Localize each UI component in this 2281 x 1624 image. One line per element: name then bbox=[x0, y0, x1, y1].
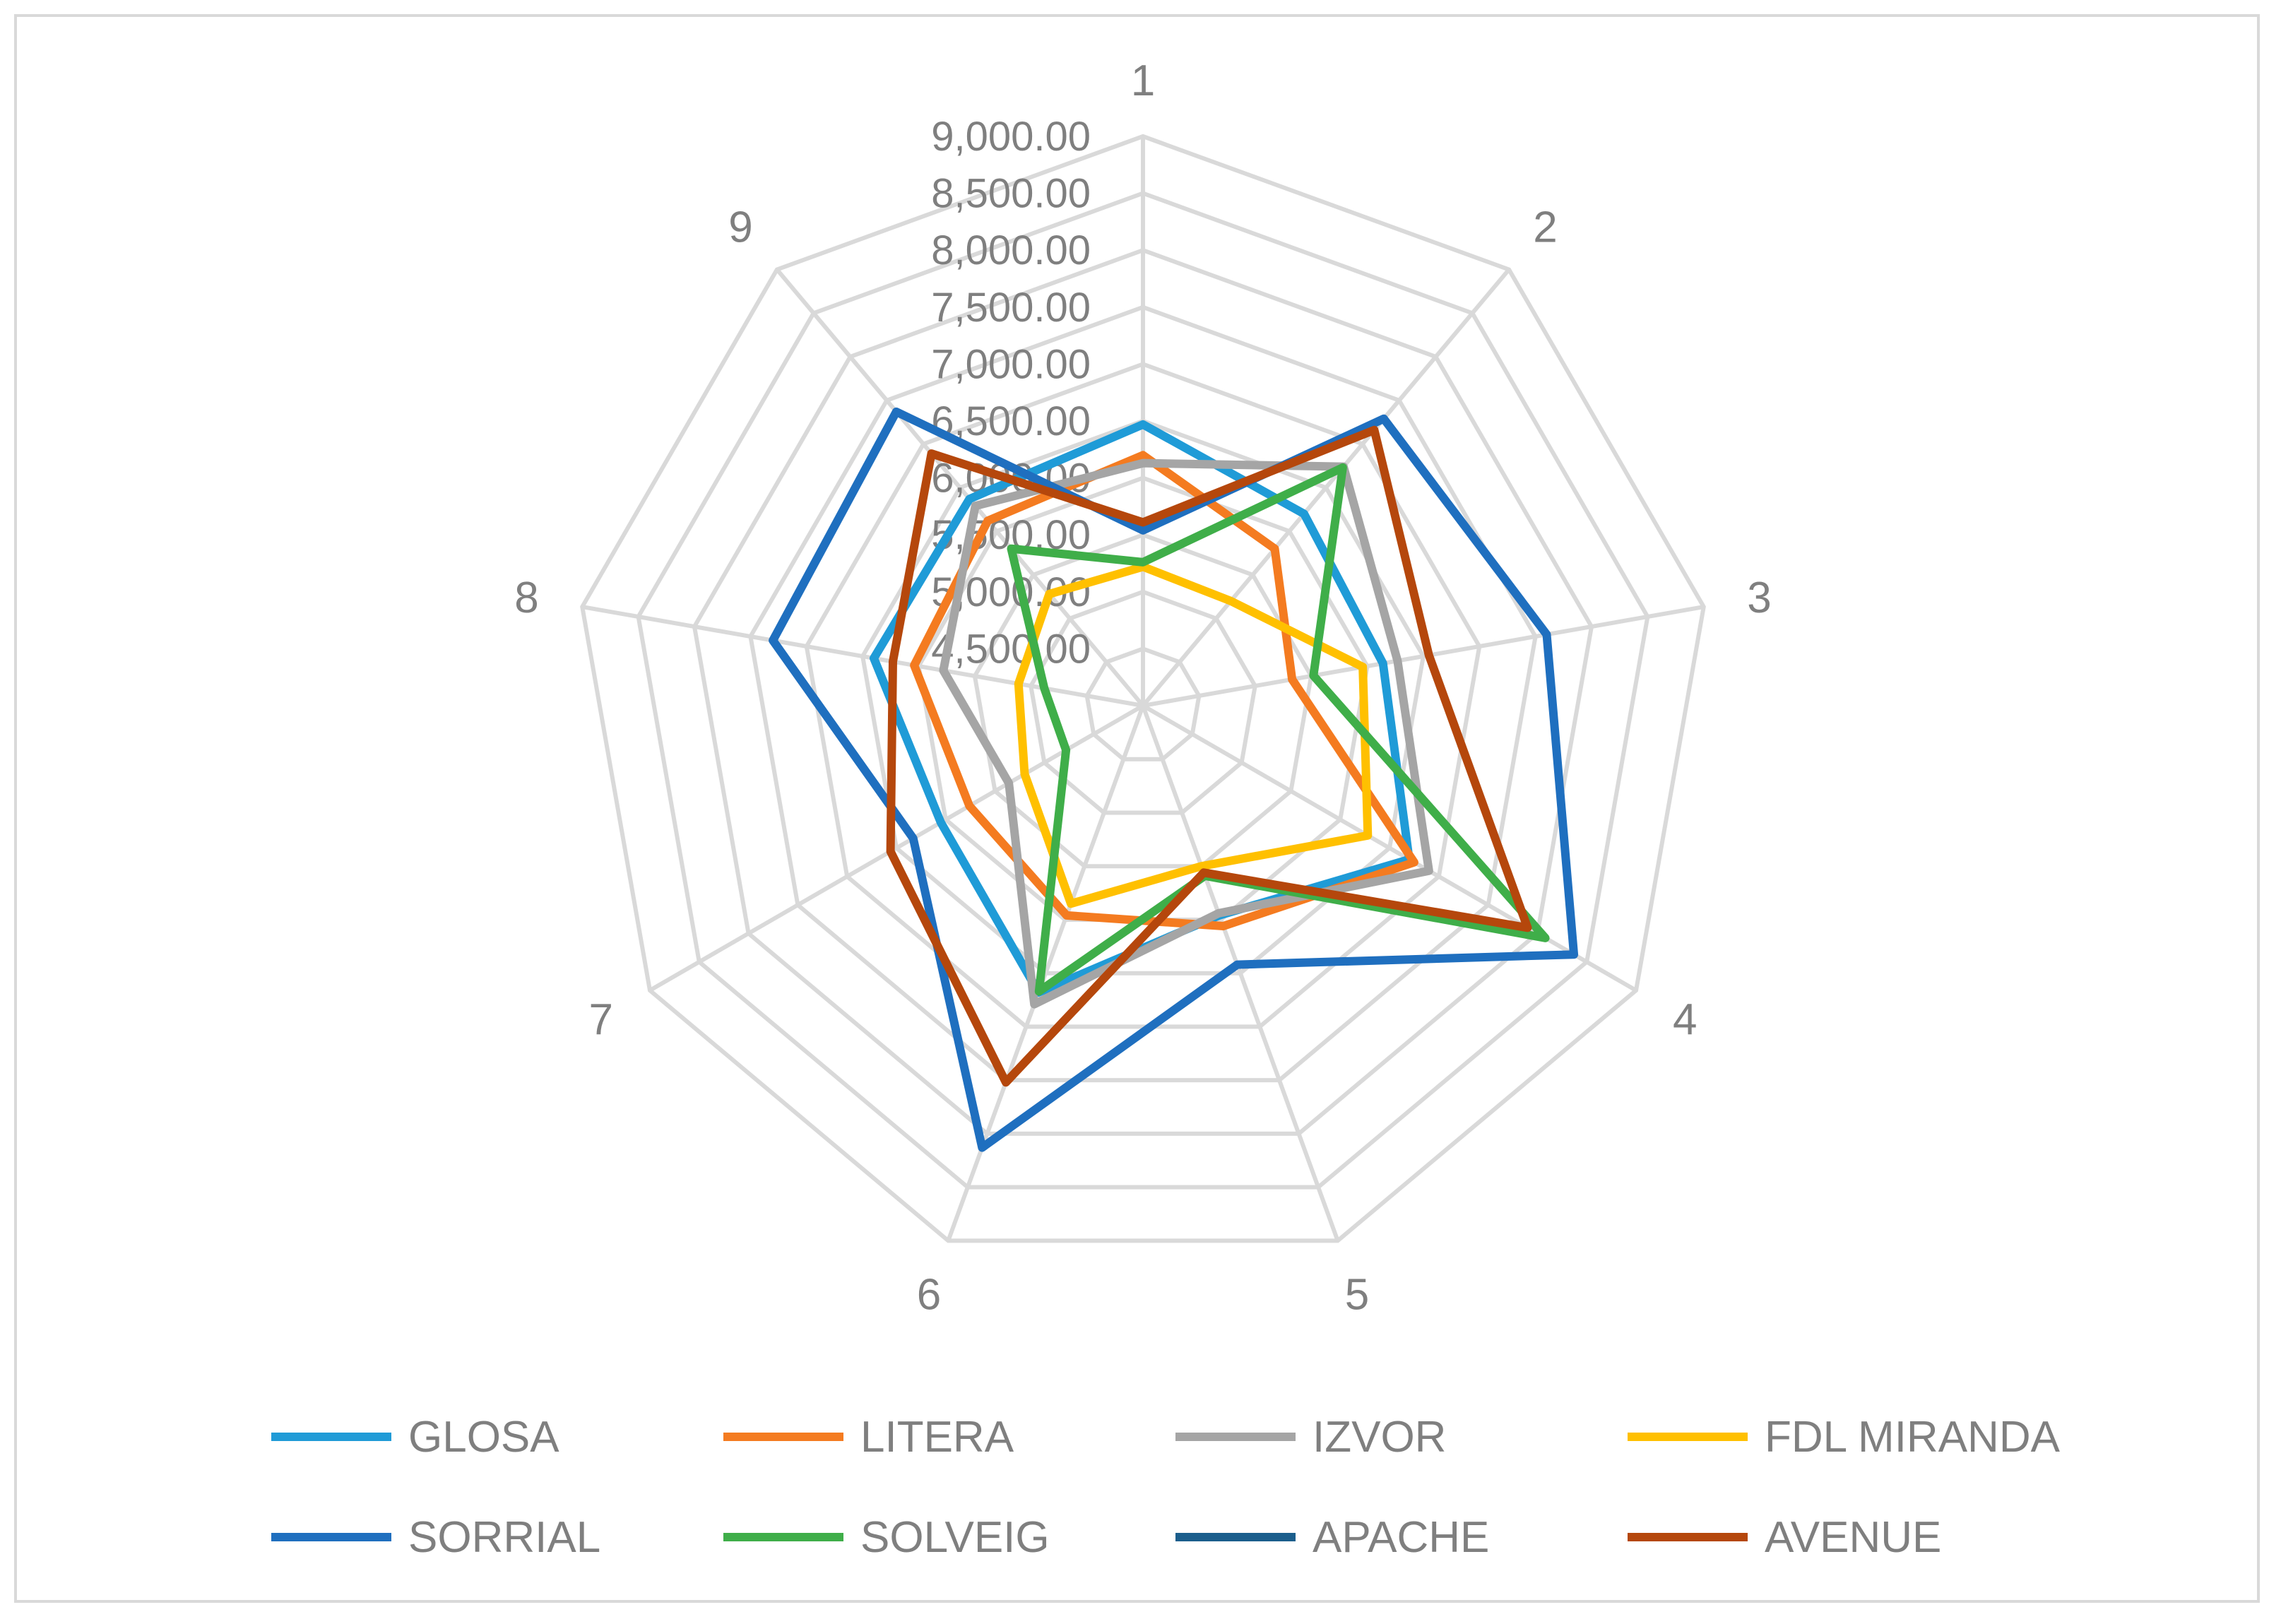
chart-area: 4,500.00 5,000.00 5,500.00 6,000.00 6,500.00… bbox=[14, 14, 2260, 1603]
series-solveig bbox=[1007, 463, 1550, 996]
legend-swatch bbox=[271, 1433, 391, 1441]
grid-ring bbox=[692, 248, 1594, 1136]
radar-grid bbox=[580, 134, 1706, 1243]
category-label-3: 3 bbox=[1747, 574, 1771, 622]
grid-ring bbox=[580, 134, 1706, 1243]
legend-swatch bbox=[271, 1533, 391, 1541]
category-label-8: 8 bbox=[514, 574, 538, 622]
legend-label: SOLVEIG bbox=[860, 1512, 1050, 1562]
legend-item: SORRIAL bbox=[271, 1502, 600, 1572]
legend-label: AVENUE bbox=[1765, 1512, 1942, 1562]
tick-label: 7,500.00 bbox=[931, 285, 1091, 331]
legend-swatch bbox=[1628, 1433, 1748, 1441]
grid-ring bbox=[748, 304, 1538, 1083]
legend: GLOSA LITERA IZVOR FDL MIRANDA SORRIAL SOLVEI… bbox=[17, 1401, 2281, 1599]
tick-label: 8,000.00 bbox=[931, 227, 1091, 273]
radar-chart: 4,500.005,000.005,500.006,000.006,500.00… bbox=[514, 57, 1772, 1320]
category-label-1: 1 bbox=[1131, 57, 1155, 105]
legend-item: SOLVEIG bbox=[723, 1502, 1050, 1572]
legend-swatch bbox=[1628, 1533, 1748, 1541]
category-label-6: 6 bbox=[917, 1271, 941, 1320]
legend-item: GLOSA bbox=[271, 1401, 559, 1472]
legend-item: APACHE bbox=[1175, 1502, 1489, 1572]
category-label-7: 7 bbox=[588, 995, 612, 1044]
category-label-9: 9 bbox=[728, 203, 752, 251]
grid-ring bbox=[636, 191, 1650, 1190]
legend-label: APACHE bbox=[1313, 1512, 1490, 1562]
legend-swatch bbox=[723, 1533, 843, 1541]
category-labels: 1 2 3 4 5 6 7 8 9 bbox=[514, 57, 1772, 1320]
tick-label: 8,500.00 bbox=[931, 171, 1091, 217]
grid-ring bbox=[1029, 589, 1257, 815]
legend-item: FDL MIRANDA bbox=[1628, 1401, 2060, 1472]
grid-ring bbox=[804, 362, 1482, 1029]
category-label-5: 5 bbox=[1345, 1271, 1369, 1320]
legend-swatch bbox=[723, 1433, 843, 1441]
series-lines bbox=[769, 407, 1579, 1152]
tick-label: 9,000.00 bbox=[931, 114, 1091, 160]
series-sorrial bbox=[769, 407, 1579, 1152]
legend-label: SORRIAL bbox=[408, 1512, 601, 1562]
category-label-4: 4 bbox=[1673, 995, 1697, 1044]
legend-label: IZVOR bbox=[1313, 1412, 1447, 1462]
category-label-2: 2 bbox=[1533, 203, 1557, 251]
series-avenue bbox=[886, 425, 1532, 1087]
legend-label: GLOSA bbox=[408, 1412, 559, 1462]
grid-ring bbox=[1084, 646, 1202, 761]
legend-item: IZVOR bbox=[1175, 1401, 1446, 1472]
legend-swatch bbox=[1175, 1533, 1296, 1541]
legend-swatch bbox=[1175, 1433, 1296, 1441]
legend-item: AVENUE bbox=[1628, 1502, 1941, 1572]
legend-label: LITERA bbox=[860, 1412, 1014, 1462]
legend-item: LITERA bbox=[723, 1401, 1014, 1472]
tick-label: 7,000.00 bbox=[931, 341, 1091, 387]
legend-label: FDL MIRANDA bbox=[1765, 1412, 2060, 1462]
tick-label: 4,500.00 bbox=[931, 626, 1091, 672]
